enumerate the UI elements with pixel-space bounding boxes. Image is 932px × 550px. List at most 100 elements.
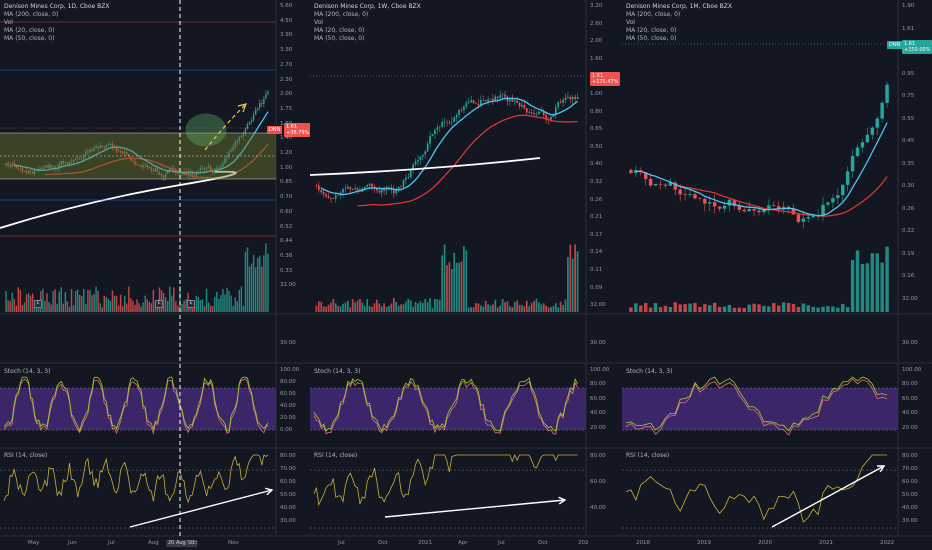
volume-bar [363, 306, 366, 312]
volume-bar [477, 303, 480, 312]
volume-bar [366, 299, 369, 312]
volume-bar [246, 247, 249, 312]
chart-panel-daily[interactable]: Denison Mines Corp, 1D, Cboe BZX MA (200… [0, 0, 310, 550]
volume-bar [518, 304, 521, 312]
volume-bar [359, 299, 361, 312]
earnings-event-icon[interactable]: E [155, 300, 163, 308]
volume-bar [786, 303, 791, 312]
rsi-axis-label: 60.00 [902, 479, 918, 485]
volume-bar [257, 257, 259, 312]
candle [327, 196, 330, 198]
legend-title: Denison Mines Corp, 1M, Cboe BZX [626, 3, 733, 10]
candle [380, 188, 383, 193]
rsi-line [3, 454, 269, 504]
candle [105, 145, 108, 148]
candle [831, 198, 835, 203]
candle [31, 171, 34, 174]
volume-bar [66, 301, 69, 312]
volume-bar [17, 287, 20, 312]
candle [559, 102, 562, 103]
monthly-plot-area[interactable] [622, 0, 932, 550]
candle [431, 133, 434, 136]
candle [378, 190, 381, 193]
time-axis-label: Jul [338, 540, 345, 546]
stoch-axis-label: 20.00 [280, 415, 296, 421]
volume-bar [85, 304, 87, 312]
candle [405, 177, 407, 180]
candle [441, 122, 444, 127]
volume-bar [569, 244, 572, 312]
ma200-line [310, 157, 541, 176]
volume-bar [460, 261, 463, 312]
candle [732, 199, 737, 206]
time-axis-label: 2019 [697, 540, 711, 546]
candle [855, 147, 860, 157]
candle [545, 115, 547, 120]
candle [477, 103, 480, 106]
volume-bar [5, 291, 7, 312]
candle [554, 107, 557, 115]
osc-axis-label: 30.00 [902, 340, 918, 346]
price-axis-label: 0.09 [590, 284, 603, 291]
time-axis-label: Oct [188, 540, 198, 546]
weekly-last-price-tag: 1.61 +175.47% [590, 72, 621, 86]
volume-bar [317, 301, 320, 312]
candle [414, 161, 417, 165]
candle [156, 168, 159, 172]
rsi-line [625, 454, 888, 523]
candle [267, 91, 269, 95]
legend-ma50: MA (50, close, 0) [4, 35, 55, 42]
volume-bar [344, 302, 347, 312]
volume-bar [845, 307, 850, 312]
earnings-event-icon[interactable]: E [187, 300, 195, 308]
candle [465, 102, 468, 107]
candle [368, 183, 371, 186]
candle [236, 140, 238, 143]
candle [574, 96, 577, 99]
candle [673, 182, 677, 190]
chart-panel-weekly[interactable]: Denison Mines Corp, 1W, Cboe BZX MA (200… [310, 0, 622, 550]
volume-bar [781, 302, 786, 312]
candle [865, 134, 870, 143]
volume-bar [732, 307, 737, 312]
candle [9, 165, 11, 167]
candle [187, 171, 189, 175]
volume-bar [776, 305, 781, 312]
volume-bar [23, 302, 26, 312]
candle [64, 162, 67, 164]
candle [117, 151, 120, 152]
volume-bar [339, 306, 342, 312]
volume-bar [74, 291, 77, 312]
volume-bar [76, 289, 79, 312]
volume-bar [142, 302, 144, 312]
weekly-plot-area[interactable] [310, 0, 622, 550]
volume-bar [392, 298, 395, 312]
candle [23, 171, 26, 172]
candle [60, 161, 63, 165]
legend-ma20: MA (20, close, 0) [4, 27, 55, 34]
volume-bar [557, 307, 560, 312]
price-axis-label: 3.90 [280, 32, 293, 39]
daily-plot-area[interactable] [0, 0, 310, 550]
volume-bar [216, 291, 218, 312]
price-axis-label: 0.35 [902, 160, 915, 167]
volume-bar [351, 299, 354, 312]
candle [332, 198, 335, 199]
rsi-trendline-arrow [771, 465, 885, 528]
candle [885, 84, 889, 103]
chart-panel-monthly[interactable]: Denison Mines Corp, 1M, Cboe BZX MA (200… [622, 0, 932, 550]
candle [261, 102, 263, 104]
volume-bar [325, 306, 327, 312]
candle [25, 171, 28, 174]
earnings-event-icon[interactable]: E [34, 300, 42, 308]
volume-bar [472, 307, 475, 312]
candle [496, 96, 499, 98]
last-price-change: +175.47% [592, 79, 619, 85]
legend-title: Denison Mines Corp, 1W, Cboe BZX [314, 3, 421, 10]
price-axis-label: 1.00 [280, 164, 293, 171]
volume-group [5, 243, 269, 312]
candle [95, 146, 97, 148]
candle [841, 184, 845, 196]
candle [248, 121, 251, 125]
candle [392, 190, 395, 194]
